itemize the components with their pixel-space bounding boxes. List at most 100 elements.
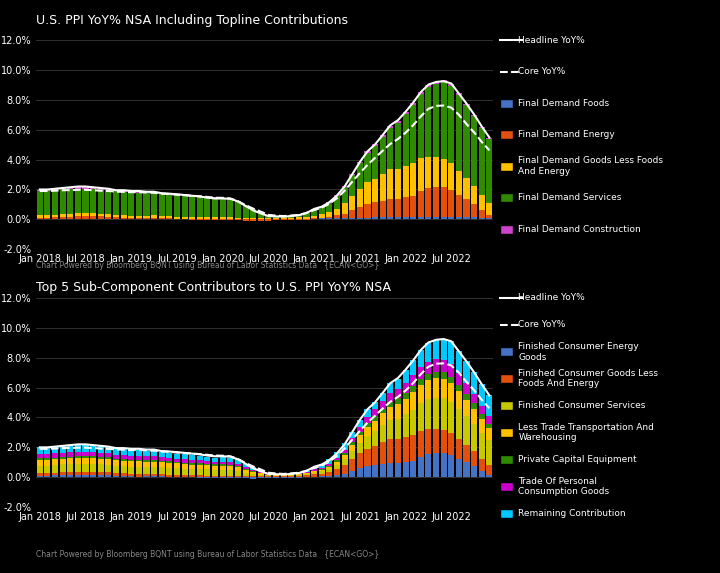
Bar	[75, 213, 81, 216]
Bar	[266, 219, 271, 221]
Bar	[379, 464, 386, 477]
Bar	[479, 195, 485, 210]
Bar	[143, 461, 150, 467]
Bar	[52, 460, 58, 465]
Bar	[212, 198, 218, 217]
Bar	[311, 215, 318, 218]
Bar	[379, 442, 386, 464]
Bar	[98, 189, 104, 190]
Bar	[387, 128, 393, 170]
Bar	[52, 476, 58, 477]
Bar	[364, 182, 371, 204]
Bar	[174, 217, 180, 219]
Bar	[67, 189, 73, 214]
Bar	[334, 452, 340, 458]
Bar	[471, 409, 477, 424]
Bar	[67, 453, 73, 457]
Bar	[418, 457, 424, 477]
Bar	[349, 438, 355, 442]
Bar	[189, 197, 195, 217]
Bar	[113, 476, 119, 477]
Bar	[228, 458, 233, 462]
Bar	[410, 103, 416, 105]
Bar	[357, 453, 363, 468]
Bar	[228, 217, 233, 219]
Bar	[37, 460, 43, 466]
Bar	[418, 158, 424, 191]
Bar	[486, 218, 492, 219]
Bar	[105, 465, 112, 472]
Bar	[75, 472, 81, 474]
Bar	[379, 414, 386, 425]
Bar	[281, 476, 287, 477]
Bar	[151, 452, 157, 457]
Bar	[402, 383, 409, 393]
Bar	[479, 414, 485, 419]
Bar	[212, 476, 218, 477]
Bar	[357, 443, 363, 453]
Bar	[402, 414, 409, 437]
Bar	[174, 195, 180, 217]
Bar	[326, 218, 333, 219]
Bar	[449, 342, 454, 364]
Bar	[311, 210, 318, 215]
Bar	[83, 458, 89, 464]
Bar	[151, 457, 157, 460]
Bar	[319, 214, 325, 218]
Bar	[128, 474, 135, 477]
Bar	[486, 474, 492, 477]
Bar	[387, 393, 393, 402]
Bar	[471, 186, 477, 204]
Bar	[433, 429, 439, 453]
Bar	[243, 205, 248, 218]
Bar	[471, 452, 477, 466]
Bar	[212, 217, 218, 219]
Bar	[364, 204, 371, 218]
Bar	[98, 457, 104, 458]
Bar	[235, 476, 241, 477]
Bar	[37, 458, 43, 460]
Bar	[379, 201, 386, 217]
Bar	[311, 467, 318, 469]
Bar	[449, 455, 454, 477]
Text: Headline YoY%: Headline YoY%	[518, 293, 585, 303]
Bar	[288, 475, 294, 476]
Bar	[52, 473, 58, 476]
Bar	[456, 385, 462, 391]
Bar	[341, 187, 348, 203]
Text: Final Demand Services: Final Demand Services	[518, 193, 622, 202]
Bar	[479, 210, 485, 218]
Bar	[479, 218, 485, 219]
Bar	[433, 84, 439, 157]
Text: Final Demand Energy: Final Demand Energy	[518, 130, 615, 139]
Bar	[45, 460, 50, 466]
Bar	[341, 443, 348, 450]
Bar	[303, 474, 310, 476]
Bar	[181, 217, 188, 219]
Bar	[75, 474, 81, 477]
Bar	[98, 446, 104, 453]
Bar	[128, 460, 135, 461]
Bar	[212, 466, 218, 470]
Bar	[113, 458, 119, 460]
Bar	[364, 409, 371, 417]
Bar	[151, 461, 157, 466]
Bar	[288, 476, 294, 477]
Text: Trade Of Personal
Consumption Goods: Trade Of Personal Consumption Goods	[518, 477, 610, 496]
Bar	[220, 457, 226, 462]
Bar	[441, 80, 446, 83]
Bar	[372, 179, 378, 202]
Bar	[471, 424, 477, 452]
Bar	[128, 450, 135, 456]
Bar	[174, 459, 180, 462]
Bar	[250, 472, 256, 474]
Bar	[379, 217, 386, 219]
Bar	[464, 399, 469, 416]
Bar	[151, 218, 157, 219]
Bar	[395, 199, 401, 217]
Bar	[311, 473, 318, 474]
Bar	[220, 462, 226, 464]
Bar	[418, 386, 424, 403]
Bar	[37, 191, 43, 215]
Bar	[181, 475, 188, 477]
